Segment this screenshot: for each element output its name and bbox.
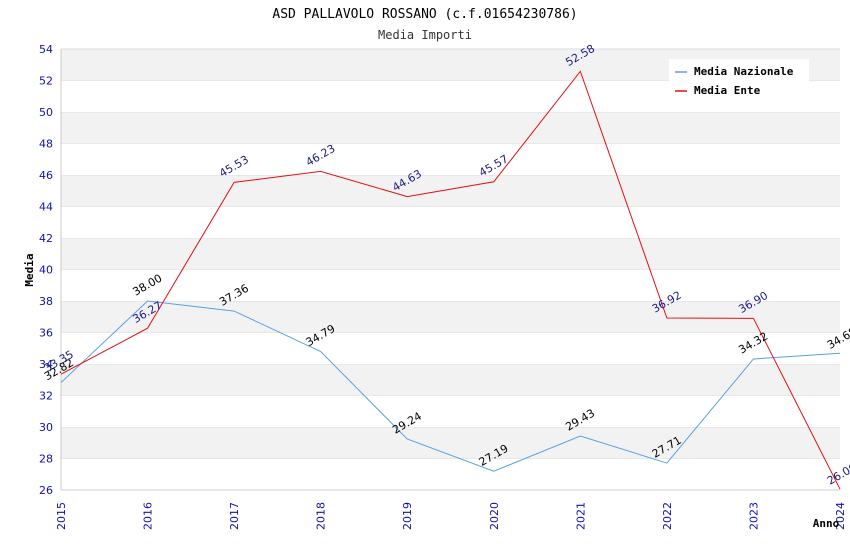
y-axis-ticks: 26 28 30 32 34 36 38 40 42 44 46 48 50 52 54 — [39, 43, 53, 497]
x-tick-label: 2020 — [488, 502, 501, 530]
legend-label-media-nazionale: Media Nazionale — [694, 65, 794, 78]
chart-title: ASD PALLAVOLO ROSSANO (c.f.01654230786) — [272, 7, 577, 22]
y-tick-label: 42 — [39, 232, 53, 245]
y-tick-label: 52 — [39, 75, 53, 88]
legend-box — [669, 59, 809, 103]
y-axis-label: Media — [23, 253, 36, 286]
y-tick-label: 28 — [39, 453, 53, 466]
y-tick-label: 46 — [39, 169, 53, 182]
x-axis-ticks: 2015 2016 2017 2018 2019 2020 2021 2022 2023 2024 — [55, 502, 847, 530]
y-tick-label: 50 — [39, 106, 53, 119]
x-tick-label: 2015 — [55, 502, 68, 530]
grid-band — [61, 395, 840, 427]
x-tick-label: 2023 — [747, 502, 760, 530]
x-tick-label: 2018 — [315, 502, 328, 530]
chart-subtitle: Media Importi — [378, 28, 472, 42]
series-line-media-nazionale — [60, 300, 841, 472]
grid-band — [61, 112, 840, 144]
y-tick-label: 32 — [39, 390, 53, 403]
y-tick-label: 26 — [39, 484, 53, 497]
y-tick-label: 48 — [39, 138, 53, 151]
y-tick-label: 38 — [39, 295, 53, 308]
x-tick-label: 2017 — [228, 502, 241, 530]
x-tick-label: 2019 — [401, 502, 414, 530]
y-tick-label: 54 — [39, 43, 53, 56]
grid-band — [61, 206, 840, 238]
y-tick-label: 40 — [39, 264, 53, 277]
grid-band — [61, 458, 840, 490]
x-tick-label: 2016 — [142, 502, 155, 530]
grid-band — [61, 143, 840, 175]
series-line-media-ente — [60, 70, 841, 490]
grid-bands — [61, 48, 840, 490]
chart-legend: Media Nazionale Media Ente — [669, 59, 809, 103]
legend-label-media-ente: Media Ente — [694, 84, 761, 97]
x-tick-label: 2024 — [834, 502, 847, 530]
x-tick-label: 2022 — [661, 502, 674, 530]
series-lines — [60, 70, 841, 490]
grid-band — [61, 427, 840, 459]
grid-band — [61, 238, 840, 270]
x-axis-label: Anno — [813, 517, 840, 530]
y-tick-label: 34 — [39, 358, 53, 371]
grid-band — [61, 364, 840, 396]
grid-band — [61, 332, 840, 364]
y-tick-label: 44 — [39, 201, 53, 214]
grid-band — [61, 301, 840, 333]
grid-band — [61, 269, 840, 301]
y-tick-label: 36 — [39, 327, 53, 340]
x-tick-label: 2021 — [574, 502, 587, 530]
y-tick-label: 30 — [39, 421, 53, 434]
grid-band — [61, 175, 840, 207]
